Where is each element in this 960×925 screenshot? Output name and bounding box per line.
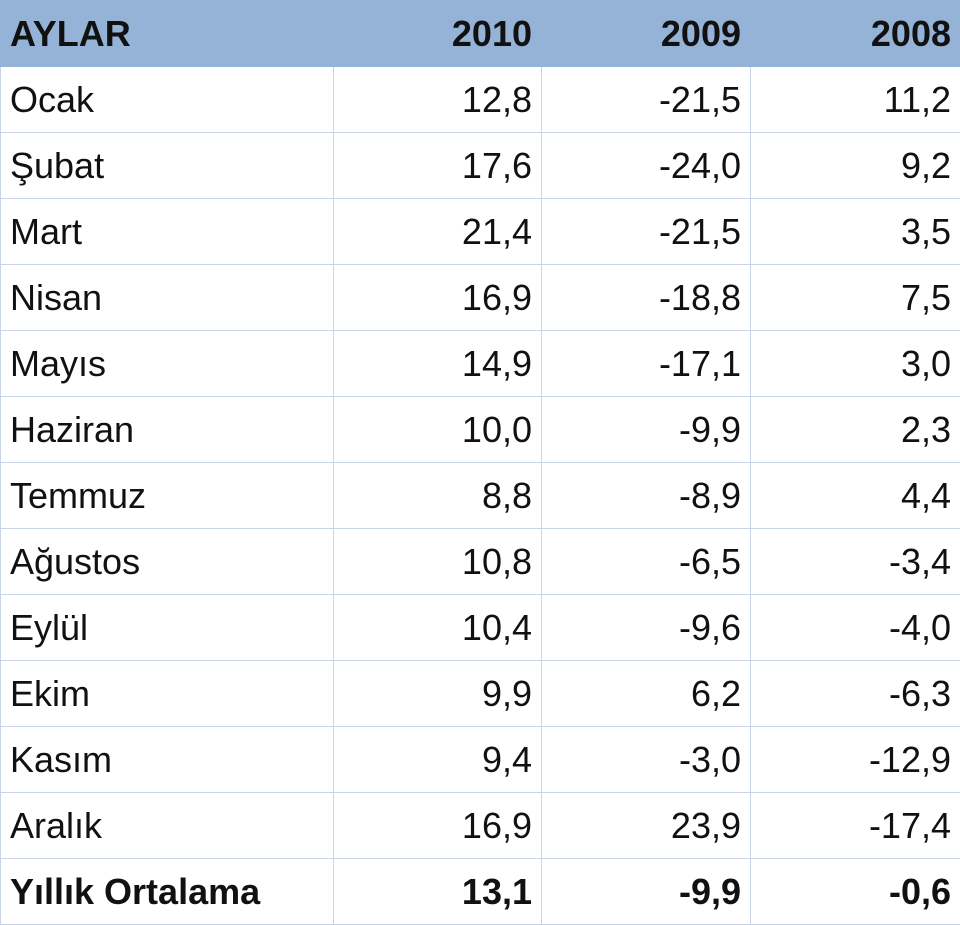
value-cell: -17,4 [751,793,960,859]
value-cell: 12,8 [334,67,542,133]
value-cell: -18,8 [542,265,751,331]
header-cell: 2008 [751,1,960,67]
month-cell: Nisan [1,265,334,331]
value-cell: -17,1 [542,331,751,397]
value-cell: -12,9 [751,727,960,793]
header-cell: AYLAR [1,1,334,67]
value-cell: 10,8 [334,529,542,595]
value-cell: -3,0 [542,727,751,793]
month-cell: Mart [1,199,334,265]
value-cell: 3,5 [751,199,960,265]
value-cell: 6,2 [542,661,751,727]
value-cell: -3,4 [751,529,960,595]
value-cell: -8,9 [542,463,751,529]
total-value: 13,1 [334,859,542,925]
value-cell: 3,0 [751,331,960,397]
value-cell: 14,9 [334,331,542,397]
month-cell: Aralık [1,793,334,859]
month-cell: Haziran [1,397,334,463]
total-value: -9,9 [542,859,751,925]
value-cell: -4,0 [751,595,960,661]
month-cell: Ocak [1,67,334,133]
value-cell: 17,6 [334,133,542,199]
month-cell: Eylül [1,595,334,661]
value-cell: -21,5 [542,199,751,265]
month-cell: Mayıs [1,331,334,397]
value-cell: -9,9 [542,397,751,463]
value-cell: -6,5 [542,529,751,595]
value-cell: 10,4 [334,595,542,661]
value-cell: 8,8 [334,463,542,529]
header-cell: 2010 [334,1,542,67]
value-cell: 10,0 [334,397,542,463]
value-cell: 9,2 [751,133,960,199]
header-cell: 2009 [542,1,751,67]
value-cell: 16,9 [334,265,542,331]
value-cell: 9,9 [334,661,542,727]
month-cell: Şubat [1,133,334,199]
value-cell: 2,3 [751,397,960,463]
value-cell: -6,3 [751,661,960,727]
value-cell: 23,9 [542,793,751,859]
value-cell: -9,6 [542,595,751,661]
month-cell: Kasım [1,727,334,793]
value-cell: 7,5 [751,265,960,331]
total-value: -0,6 [751,859,960,925]
value-cell: 21,4 [334,199,542,265]
total-label: Yıllık Ortalama [1,859,334,925]
value-cell: 11,2 [751,67,960,133]
value-cell: 9,4 [334,727,542,793]
value-cell: -24,0 [542,133,751,199]
month-cell: Ekim [1,661,334,727]
value-cell: 4,4 [751,463,960,529]
value-cell: -21,5 [542,67,751,133]
month-cell: Ağustos [1,529,334,595]
month-cell: Temmuz [1,463,334,529]
value-cell: 16,9 [334,793,542,859]
